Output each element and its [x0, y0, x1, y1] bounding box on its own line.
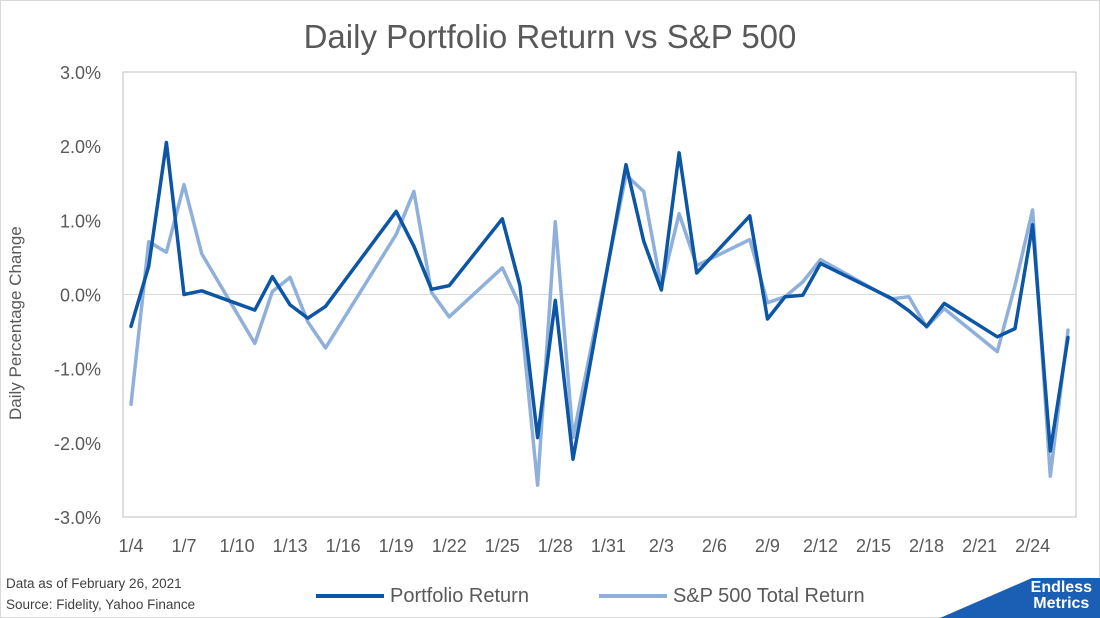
logo-text-line1: Endless	[1030, 579, 1092, 596]
source-note: Source: Fidelity, Yahoo Finance	[6, 597, 196, 612]
x-tick-label: 1/10	[220, 536, 255, 556]
y-tick-label: 0.0%	[60, 286, 101, 306]
chart-title: Daily Portfolio Return vs S&P 500	[303, 18, 797, 55]
y-axis-label: Daily Percentage Change	[6, 226, 25, 420]
x-tick-label: 1/16	[326, 536, 361, 556]
legend: Portfolio Return S&P 500 Total Return	[316, 583, 935, 609]
legend-item-portfolio: Portfolio Return	[316, 585, 529, 608]
logo-text-line2: Metrics	[1033, 595, 1090, 612]
x-tick-label: 2/12	[803, 536, 838, 556]
x-tick-label: 1/28	[538, 536, 573, 556]
y-tick-label: -1.0%	[54, 360, 101, 380]
x-tick-label: 1/31	[591, 536, 626, 556]
legend-item-sp500: S&P 500 Total Return	[598, 584, 865, 608]
legend-label-sp500: S&P 500 Total Return	[672, 584, 865, 607]
y-tick-label: 2.0%	[60, 137, 101, 157]
legend-label-portfolio: Portfolio Return	[390, 584, 529, 607]
x-tick-label: 1/13	[273, 536, 308, 556]
legend-swatch-sp500	[598, 594, 667, 598]
x-tick-label: 2/15	[856, 536, 891, 556]
x-tick-label: 1/19	[379, 536, 414, 556]
x-tick-label: 1/7	[172, 536, 197, 556]
series-line-sp500	[129, 173, 1070, 487]
x-tick-label: 2/21	[962, 536, 997, 556]
legend-swatch-portfolio	[316, 594, 384, 598]
x-tick-label: 2/18	[909, 536, 944, 556]
x-tick-label: 2/9	[755, 536, 780, 556]
logo-text: Endless Metrics	[1031, 580, 1092, 612]
y-tick-label: -3.0%	[54, 508, 101, 528]
x-tick-label: 1/4	[118, 536, 143, 556]
y-tick-label: 3.0%	[60, 63, 101, 83]
x-tick-label: 2/24	[1015, 536, 1050, 556]
y-tick-label: 1.0%	[60, 211, 101, 231]
data-date-note: Data as of February 26, 2021	[6, 576, 182, 591]
x-tick-label: 2/6	[702, 536, 727, 556]
x-tick-label: 1/25	[485, 536, 520, 556]
logo-banner-shape	[940, 578, 1100, 618]
x-tick-label: 2/3	[649, 536, 674, 556]
x-tick-label: 1/22	[432, 536, 467, 556]
series-line-portfolio	[129, 140, 1070, 461]
y-tick-label: -2.0%	[54, 434, 101, 454]
endless-metrics-logo: Endless Metrics	[940, 578, 1100, 618]
